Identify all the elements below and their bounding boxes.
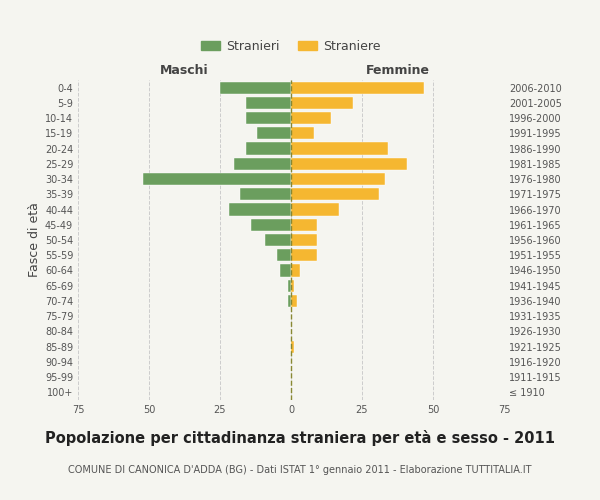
Bar bbox=[245, 97, 291, 109]
Bar bbox=[291, 218, 317, 231]
Bar bbox=[265, 234, 291, 246]
Bar bbox=[229, 204, 291, 216]
Bar bbox=[245, 142, 291, 154]
Bar bbox=[291, 234, 317, 246]
Bar bbox=[220, 82, 291, 94]
Bar bbox=[291, 173, 385, 185]
Bar bbox=[288, 280, 291, 292]
Bar bbox=[291, 127, 314, 140]
Bar bbox=[240, 188, 291, 200]
Bar bbox=[291, 142, 388, 154]
Text: Femmine: Femmine bbox=[365, 64, 430, 77]
Bar bbox=[291, 295, 296, 307]
Bar bbox=[257, 127, 291, 140]
Text: COMUNE DI CANONICA D'ADDA (BG) - Dati ISTAT 1° gennaio 2011 - Elaborazione TUTTI: COMUNE DI CANONICA D'ADDA (BG) - Dati IS… bbox=[68, 465, 532, 475]
Bar bbox=[234, 158, 291, 170]
Bar bbox=[291, 204, 339, 216]
Bar bbox=[288, 295, 291, 307]
Bar bbox=[245, 112, 291, 124]
Bar bbox=[291, 249, 317, 262]
Text: Popolazione per cittadinanza straniera per età e sesso - 2011: Popolazione per cittadinanza straniera p… bbox=[45, 430, 555, 446]
Text: Maschi: Maschi bbox=[160, 64, 209, 77]
Bar bbox=[291, 97, 353, 109]
Bar bbox=[291, 82, 424, 94]
Bar bbox=[291, 280, 294, 292]
Bar bbox=[291, 188, 379, 200]
Legend: Stranieri, Straniere: Stranieri, Straniere bbox=[196, 35, 386, 58]
Bar bbox=[280, 264, 291, 276]
Bar bbox=[291, 112, 331, 124]
Bar bbox=[291, 340, 294, 353]
Y-axis label: Fasce di età: Fasce di età bbox=[28, 202, 41, 278]
Bar bbox=[143, 173, 291, 185]
Bar bbox=[277, 249, 291, 262]
Bar bbox=[251, 218, 291, 231]
Bar bbox=[291, 264, 299, 276]
Bar bbox=[291, 158, 407, 170]
